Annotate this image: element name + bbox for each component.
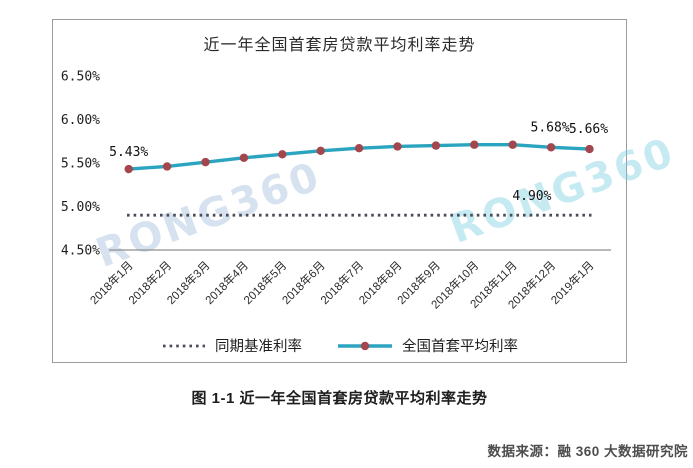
y-tick-label: 4.50%: [61, 244, 100, 259]
y-tick-label: 6.50%: [61, 70, 100, 85]
data-point-marker: [201, 157, 210, 167]
legend-label-average: 全国首套平均利率: [402, 339, 518, 355]
data-point-marker: [316, 146, 325, 156]
legend-item-benchmark: 同期基准利率: [161, 335, 302, 356]
chart-legend: 同期基准利率 全国首套平均利率: [53, 335, 626, 356]
data-point-marker: [393, 142, 402, 151]
data-point-marker: [585, 144, 594, 154]
dotted-line-swatch: [163, 344, 205, 347]
data-point-marker: [354, 144, 364, 153]
solid-line-marker-swatch: [338, 341, 392, 350]
chart-title: 近一年全国首套房贷款平均利率走势: [203, 37, 476, 54]
value-annotation: 5.68%: [531, 120, 570, 135]
y-tick-label: 5.00%: [61, 200, 100, 215]
data-point-marker: [431, 141, 441, 150]
value-annotation: 5.43%: [109, 145, 148, 160]
data-source: 数据来源：融 360 大数据研究院: [487, 444, 688, 459]
line-chart-plot: 6.50%6.00%5.50%5.00%4.50%2018年1月2018年2月2…: [61, 70, 611, 312]
legend-item-average: 全国首套平均利率: [336, 335, 518, 356]
data-point-marker: [546, 143, 556, 152]
y-tick-label: 5.50%: [61, 157, 100, 172]
data-point-marker: [508, 140, 517, 149]
data-point-marker: [124, 164, 133, 174]
data-point-marker: [278, 150, 287, 159]
data-point-marker: [470, 140, 479, 149]
figure-caption: 图 1-1 近一年全国首套房贷款平均利率走势: [191, 390, 488, 407]
legend-label-benchmark: 同期基准利率: [215, 339, 302, 355]
chart-panel: 近一年全国首套房贷款平均利率走势 RONG360 RONG360 6.50% 6.…: [52, 19, 681, 363]
y-tick-label: 6.00%: [61, 113, 100, 128]
data-point-marker: [162, 162, 172, 171]
value-annotation: 5.66%: [569, 122, 608, 137]
data-point-marker: [239, 153, 249, 162]
value-annotation: 4.90%: [512, 189, 551, 204]
